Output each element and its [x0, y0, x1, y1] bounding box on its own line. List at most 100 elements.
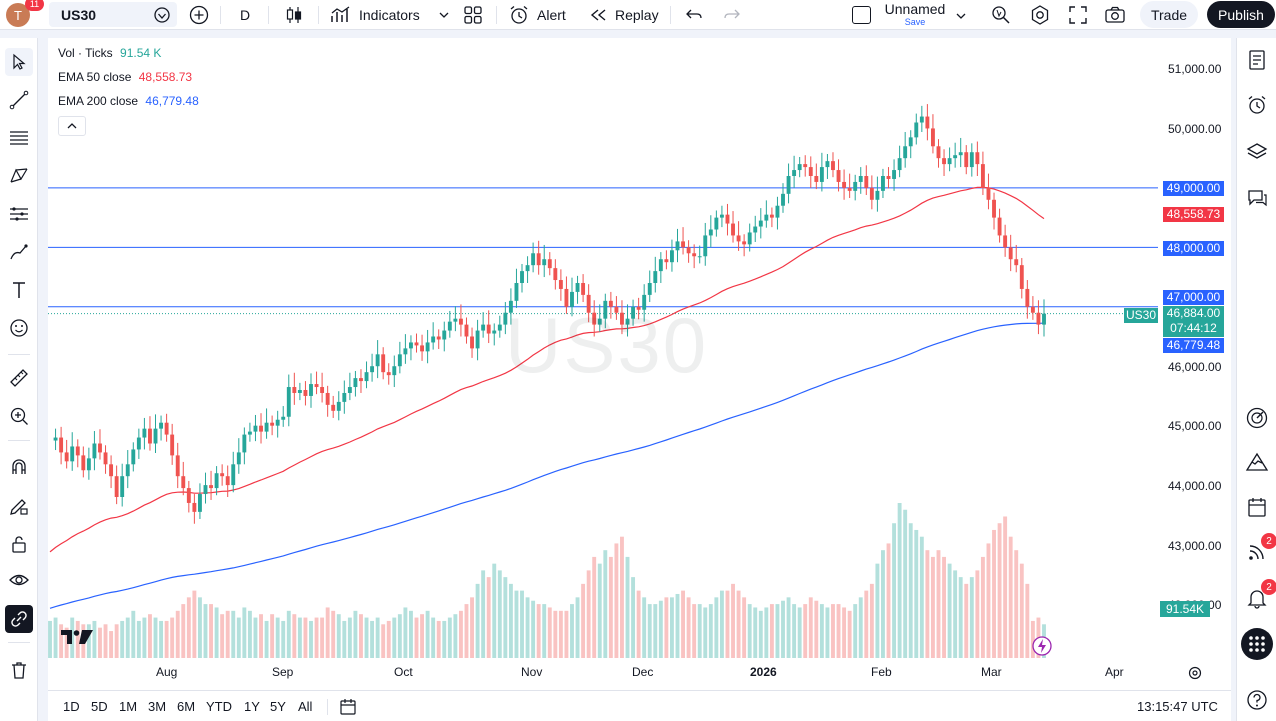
symbol-ticker-icon[interactable]	[152, 6, 172, 24]
zoom-tool[interactable]	[5, 402, 33, 430]
calendar-button[interactable]	[1243, 493, 1271, 521]
chart-pane[interactable]	[48, 38, 1231, 720]
fullscreen-button[interactable]	[1068, 5, 1088, 25]
measure-tool[interactable]	[5, 364, 33, 392]
candle-body	[597, 318, 602, 325]
trend-line-tool[interactable]	[5, 86, 33, 114]
ideas-button[interactable]	[1243, 448, 1271, 476]
candle-body	[925, 116, 930, 129]
templates-button[interactable]	[463, 5, 483, 25]
time-axis[interactable]: Aug Sep Oct Nov Dec 2026 Feb Mar Apr	[48, 660, 1231, 686]
alerts-button[interactable]	[1243, 91, 1271, 119]
range-1m[interactable]: 1M	[119, 699, 138, 714]
ema50-legend[interactable]: EMA 50 close 48,558.73	[58, 70, 192, 84]
candle-body	[1003, 235, 1008, 248]
lock-tool[interactable]	[5, 530, 33, 558]
quick-search-button[interactable]	[990, 4, 1012, 26]
candle-body	[347, 387, 352, 393]
cursor-tool[interactable]	[5, 48, 33, 76]
drawing-toolbar	[0, 38, 38, 721]
remove-drawings-tool[interactable]	[5, 656, 33, 684]
object-tree-button[interactable]	[1243, 138, 1271, 166]
compare-symbol-button[interactable]	[188, 4, 210, 26]
notifications-button[interactable]	[1243, 584, 1271, 612]
volume-bar	[275, 617, 280, 658]
layout-menu-button[interactable]	[955, 9, 967, 21]
range-1d[interactable]: 1D	[63, 699, 80, 714]
sync-drawings-tool[interactable]	[5, 605, 33, 633]
volume-bar	[736, 590, 741, 658]
volume-bar	[586, 570, 591, 658]
volume-bar	[542, 604, 547, 658]
layout-save-hint: Save	[904, 17, 926, 27]
range-5d[interactable]: 5D	[91, 699, 108, 714]
chart-type-button[interactable]	[283, 4, 305, 26]
go-to-date-button[interactable]	[338, 697, 358, 717]
chats-button[interactable]	[1243, 184, 1271, 212]
price-chart[interactable]	[48, 38, 1231, 690]
candle-body	[220, 473, 225, 477]
lightning-icon[interactable]	[1031, 635, 1053, 657]
candle-body	[103, 452, 108, 465]
help-button[interactable]	[1243, 686, 1271, 714]
volume-bar	[864, 590, 869, 658]
trade-button[interactable]: Trade	[1140, 1, 1198, 28]
text-tool[interactable]	[5, 276, 33, 304]
volume-bar	[747, 604, 752, 658]
projection-tool[interactable]	[5, 200, 33, 228]
redo-button[interactable]	[722, 6, 742, 24]
collapse-legend-button[interactable]	[58, 116, 86, 136]
volume-bar	[270, 614, 275, 658]
news-feed-button[interactable]	[1243, 538, 1271, 566]
range-3m[interactable]: 3M	[148, 699, 167, 714]
ema50-legend-label: EMA 50 close	[58, 70, 132, 84]
alert-button[interactable]: Alert	[508, 0, 566, 30]
candle-body	[942, 158, 946, 165]
tradingview-logo[interactable]	[60, 627, 94, 647]
technicals-button[interactable]	[1243, 404, 1271, 432]
watchlist-button[interactable]	[1243, 46, 1271, 74]
volume-bar	[797, 607, 802, 658]
visibility-tool[interactable]	[5, 566, 33, 594]
layout-name-button[interactable]: Unnamed Save	[882, 2, 948, 28]
candle-body	[370, 366, 375, 373]
magnet-tool[interactable]	[5, 453, 33, 481]
range-6m[interactable]: 6M	[177, 699, 196, 714]
candle-body	[803, 164, 808, 168]
pattern-tool[interactable]	[5, 162, 33, 190]
candle-body	[908, 137, 913, 147]
replay-button[interactable]: Replay	[590, 0, 659, 30]
volume-bar	[1025, 583, 1030, 658]
candle-body	[353, 378, 358, 388]
indicators-button[interactable]: Indicators	[330, 0, 450, 30]
ema200-legend[interactable]: EMA 200 close 46,779.48	[58, 94, 199, 108]
volume-bar	[847, 610, 852, 658]
range-all[interactable]: All	[298, 699, 313, 714]
brush-tool[interactable]	[5, 238, 33, 266]
range-1y[interactable]: 1Y	[244, 699, 260, 714]
user-avatar[interactable]: T 11	[0, 0, 46, 30]
axis-settings-button[interactable]	[1187, 665, 1203, 681]
trash-icon	[12, 662, 26, 679]
products-menu-button[interactable]	[1241, 628, 1273, 660]
snapshot-button[interactable]	[1104, 5, 1126, 25]
publish-button[interactable]: Publish	[1207, 1, 1275, 28]
volume-legend[interactable]: Vol · Ticks 91.54 K	[58, 46, 161, 60]
price-axis[interactable]: 51,000.00 50,000.00 49,000.00 48,558.73 …	[1160, 38, 1232, 690]
volume-bar	[475, 583, 480, 658]
layout-checkbox[interactable]	[852, 6, 871, 24]
icon-tool[interactable]	[5, 314, 33, 342]
drawing-mode-tool[interactable]	[5, 492, 33, 520]
range-5y[interactable]: 5Y	[270, 699, 286, 714]
volume-bar	[942, 556, 946, 658]
undo-button[interactable]	[684, 6, 704, 24]
fib-tool[interactable]	[5, 124, 33, 152]
volume-bar	[825, 607, 830, 658]
candle-body	[342, 392, 347, 402]
settings-button[interactable]	[1029, 4, 1051, 26]
top-toolbar: T 11 US30 D Indicators Alert Replay	[0, 0, 1276, 30]
candle-body	[914, 122, 919, 138]
interval-button[interactable]: D	[234, 0, 256, 30]
candle-body	[225, 476, 230, 486]
range-ytd[interactable]: YTD	[206, 699, 232, 714]
